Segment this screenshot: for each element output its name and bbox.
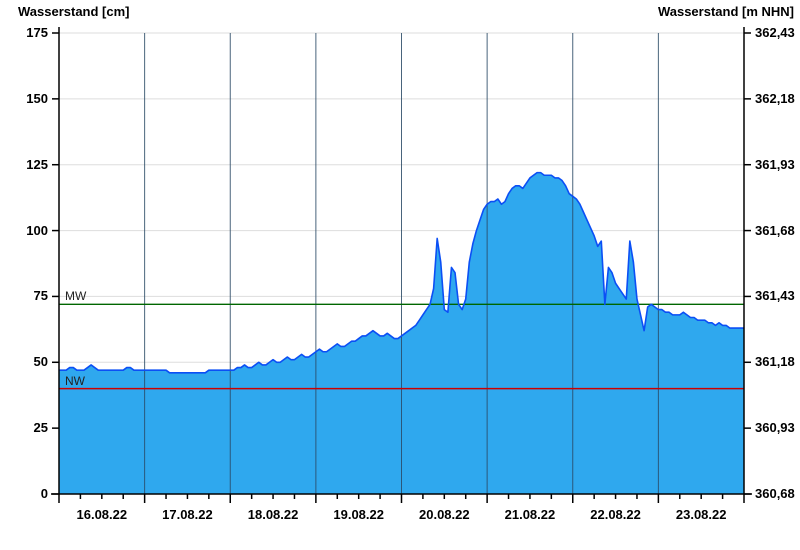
x-tick-label: 23.08.22 [675, 507, 727, 522]
y-tick-label-right: 360,68 [755, 486, 795, 501]
x-tick-label: 21.08.22 [504, 507, 556, 522]
left-axis-title: Wasserstand [cm] [18, 4, 130, 19]
y-tick-label-right: 360,93 [755, 420, 795, 436]
y-tick-label-right: 361,18 [755, 354, 795, 370]
x-tick-label: 17.08.22 [162, 507, 213, 522]
reference-line-label-nw: NW [65, 373, 85, 388]
y-tick-label-left: 100 [26, 222, 48, 238]
y-tick-label-left: 75 [33, 288, 48, 304]
x-tick-label: 16.08.22 [76, 507, 128, 522]
right-axis-title: Wasserstand [m NHN] [657, 4, 794, 19]
y-tick-label-right: 361,43 [755, 288, 795, 304]
y-tick-label-left: 150 [26, 90, 48, 106]
y-tick-label-left: 0 [40, 486, 48, 501]
y-tick-label-right: 362,43 [755, 25, 795, 40]
y-tick-label-left: 125 [26, 156, 48, 172]
reference-line-label-mw: MW [65, 289, 87, 304]
x-tick-label: 22.08.22 [590, 507, 641, 522]
y-tick-label-right: 362,18 [755, 90, 795, 106]
y-tick-label-left: 175 [26, 25, 48, 40]
x-tick-label: 20.08.22 [419, 507, 470, 522]
y-tick-label-right: 361,68 [755, 222, 795, 238]
y-tick-label-right: 361,93 [755, 156, 795, 172]
y-tick-label-left: 50 [33, 354, 48, 370]
y-tick-label-left: 25 [33, 420, 48, 436]
x-tick-label: 19.08.22 [333, 507, 384, 522]
series-line-stroke [59, 171, 744, 374]
x-tick-label: 18.08.22 [247, 507, 299, 522]
